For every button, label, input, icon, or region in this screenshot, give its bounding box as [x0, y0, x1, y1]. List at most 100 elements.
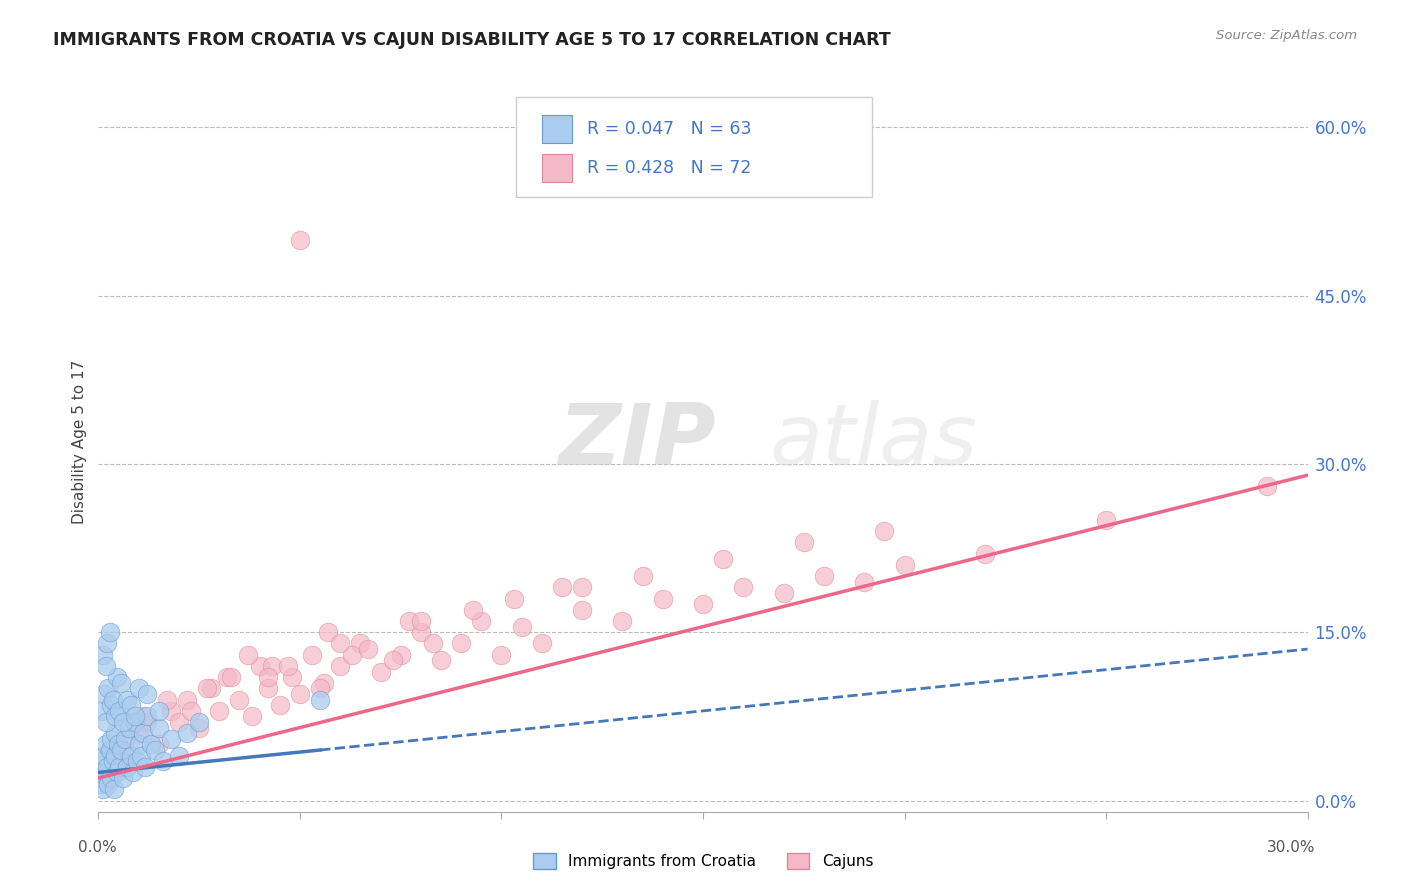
Point — [148, 738, 170, 752]
Point — [115, 760, 138, 774]
Point — [114, 731, 136, 746]
Point — [277, 659, 299, 673]
Point — [208, 704, 231, 718]
Point — [110, 675, 132, 690]
Point — [104, 748, 127, 763]
Point — [370, 665, 392, 679]
Point — [91, 704, 114, 718]
Point — [96, 760, 118, 774]
Point — [281, 670, 304, 684]
Point — [316, 625, 339, 640]
Point — [510, 619, 533, 633]
Point — [188, 721, 211, 735]
Text: atlas: atlas — [769, 400, 977, 483]
FancyBboxPatch shape — [516, 97, 872, 197]
Point — [124, 714, 146, 729]
Point — [256, 670, 278, 684]
Point — [124, 709, 146, 723]
Point — [120, 748, 142, 763]
Point — [120, 698, 142, 713]
Point — [167, 748, 190, 763]
Point — [221, 670, 243, 684]
Point — [240, 709, 263, 723]
Point — [180, 704, 202, 718]
Point — [107, 748, 129, 763]
Text: R = 0.428   N = 72: R = 0.428 N = 72 — [586, 159, 751, 177]
Point — [651, 591, 673, 606]
Point — [96, 714, 118, 729]
Point — [631, 569, 654, 583]
Point — [107, 738, 129, 752]
Point — [357, 642, 380, 657]
Point — [160, 731, 183, 746]
Point — [893, 558, 915, 572]
Point — [100, 698, 122, 713]
Point — [314, 675, 336, 690]
Point — [96, 636, 118, 650]
Point — [167, 714, 190, 729]
Point — [195, 681, 218, 696]
Text: ZIP: ZIP — [558, 400, 716, 483]
Point — [90, 771, 112, 785]
Point — [91, 648, 114, 662]
Point — [502, 591, 524, 606]
Text: 30.0%: 30.0% — [1267, 839, 1316, 855]
Point — [398, 614, 420, 628]
Point — [135, 687, 157, 701]
Point — [200, 681, 222, 696]
Point — [470, 614, 492, 628]
Point — [188, 714, 211, 729]
Point — [389, 648, 412, 662]
Point — [1256, 479, 1278, 493]
Point — [111, 754, 134, 768]
Point — [612, 614, 634, 628]
Point — [491, 648, 513, 662]
Point — [125, 754, 148, 768]
Point — [132, 726, 155, 740]
Point — [873, 524, 896, 539]
Legend: Immigrants from Croatia, Cajuns: Immigrants from Croatia, Cajuns — [527, 847, 879, 875]
Point — [309, 681, 332, 696]
Point — [152, 754, 174, 768]
Point — [107, 704, 129, 718]
Point — [89, 777, 111, 791]
Point — [288, 687, 311, 701]
Point — [1095, 513, 1118, 527]
Point — [111, 714, 134, 729]
Point — [129, 748, 152, 763]
Point — [121, 765, 143, 780]
FancyBboxPatch shape — [543, 153, 572, 182]
Point — [176, 726, 198, 740]
Point — [98, 743, 121, 757]
Text: 0.0%: 0.0% — [79, 839, 117, 855]
Text: R = 0.047   N = 63: R = 0.047 N = 63 — [586, 120, 751, 138]
Point — [96, 738, 118, 752]
Point — [94, 765, 117, 780]
Point — [93, 748, 115, 763]
Point — [156, 692, 179, 706]
Point — [772, 586, 794, 600]
Point — [349, 636, 371, 650]
Point — [463, 603, 485, 617]
Point — [91, 782, 114, 797]
Point — [103, 726, 125, 740]
Point — [93, 687, 115, 701]
Point — [329, 636, 352, 650]
Point — [143, 743, 166, 757]
Point — [135, 709, 157, 723]
Point — [97, 681, 120, 696]
Point — [132, 709, 155, 723]
Point — [128, 726, 150, 740]
Point — [256, 681, 278, 696]
Point — [101, 692, 124, 706]
Point — [793, 535, 815, 549]
Point — [301, 648, 323, 662]
Point — [853, 574, 876, 589]
Point — [128, 681, 150, 696]
Point — [103, 709, 125, 723]
Point — [571, 580, 593, 594]
Text: Source: ZipAtlas.com: Source: ZipAtlas.com — [1216, 29, 1357, 42]
Point — [160, 704, 183, 718]
Point — [571, 603, 593, 617]
Point — [110, 743, 132, 757]
